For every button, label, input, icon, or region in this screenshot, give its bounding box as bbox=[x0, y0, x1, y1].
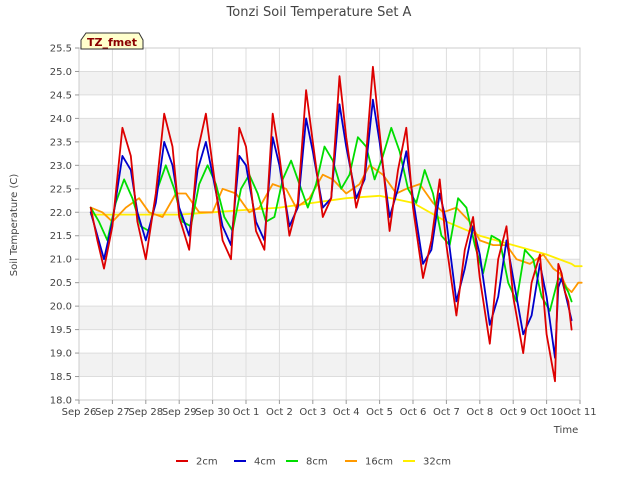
x-tick-label: Oct 3 bbox=[299, 407, 326, 418]
legend-label-8cm: 8cm bbox=[306, 457, 328, 468]
background-bands bbox=[79, 48, 580, 400]
legend-label-4cm: 4cm bbox=[254, 457, 276, 468]
background-band bbox=[79, 376, 580, 400]
x-tick-label: Oct 6 bbox=[400, 407, 427, 418]
background-band bbox=[79, 353, 580, 377]
y-tick-label: 24.5 bbox=[50, 90, 72, 101]
x-tick-label: Sep 30 bbox=[195, 407, 230, 418]
plot-frame bbox=[78, 47, 581, 401]
background-band bbox=[79, 329, 580, 354]
background-band bbox=[79, 259, 580, 283]
x-tick-label: Oct 10 bbox=[530, 407, 563, 418]
background-band bbox=[79, 71, 580, 95]
chart-title: Tonzi Soil Temperature Set A bbox=[226, 5, 412, 20]
y-tick-label: 24.0 bbox=[50, 114, 72, 125]
y-tick-label: 21.0 bbox=[50, 255, 72, 266]
y-axis-label: Soil Temperature (C) bbox=[9, 174, 20, 277]
background-band bbox=[79, 282, 580, 307]
site-label-box: TZ_fmet bbox=[80, 32, 144, 50]
background-band bbox=[79, 235, 580, 260]
y-tick-label: 19.5 bbox=[50, 325, 72, 336]
x-tick-label: Sep 28 bbox=[128, 407, 163, 418]
x-tick-label: Oct 7 bbox=[433, 407, 460, 418]
series-layer bbox=[89, 65, 583, 383]
legend-label-2cm: 2cm bbox=[196, 457, 218, 468]
y-tick-label: 23.5 bbox=[50, 137, 72, 148]
y-tick-label: 25.0 bbox=[50, 67, 72, 78]
y-tick-label: 18.0 bbox=[50, 396, 72, 407]
x-tick-label: Oct 2 bbox=[266, 407, 293, 418]
series-line-4cm bbox=[89, 98, 573, 359]
legend-label-32cm: 32cm bbox=[423, 457, 451, 468]
x-tick-label: Oct 9 bbox=[500, 407, 527, 418]
series-line-2cm bbox=[89, 65, 573, 383]
background-band bbox=[79, 94, 580, 119]
y-tick-label: 22.5 bbox=[50, 184, 72, 195]
x-tick-label: Oct 5 bbox=[366, 407, 393, 418]
series-line-32cm bbox=[89, 194, 583, 268]
x-tick-label: Sep 26 bbox=[62, 407, 97, 418]
x-axis-label: Time bbox=[553, 425, 578, 436]
x-tick-label: Sep 27 bbox=[95, 407, 130, 418]
background-band bbox=[79, 118, 580, 142]
y-tick-label: 20.0 bbox=[50, 302, 72, 313]
site-label: TZ_fmet bbox=[87, 36, 137, 49]
y-tick-label: 18.5 bbox=[50, 372, 72, 383]
y-tick-label: 25.5 bbox=[50, 44, 72, 55]
y-tick-label: 20.5 bbox=[50, 278, 72, 289]
y-tick-label: 21.5 bbox=[50, 231, 72, 242]
y-axis-ticks: 18.0 18.5 19.0 19.5 20.0 20.5 21.0 21.5 22.0 22.5… bbox=[50, 44, 79, 407]
x-tick-label: Sep 29 bbox=[162, 407, 197, 418]
x-tick-label: Oct 8 bbox=[466, 407, 493, 418]
x-tick-label: Oct 1 bbox=[233, 407, 260, 418]
background-band bbox=[79, 306, 580, 330]
legend: 2cm 4cm 8cm 16cm 32cm bbox=[176, 457, 451, 468]
grid-lines bbox=[78, 47, 581, 401]
background-band bbox=[79, 48, 580, 72]
y-tick-label: 22.0 bbox=[50, 208, 72, 219]
x-tick-label: Oct 4 bbox=[333, 407, 360, 418]
legend-label-16cm: 16cm bbox=[365, 457, 393, 468]
y-tick-label: 19.0 bbox=[50, 349, 72, 360]
x-tick-label: Oct 11 bbox=[563, 407, 596, 418]
y-tick-label: 23.0 bbox=[50, 161, 72, 172]
